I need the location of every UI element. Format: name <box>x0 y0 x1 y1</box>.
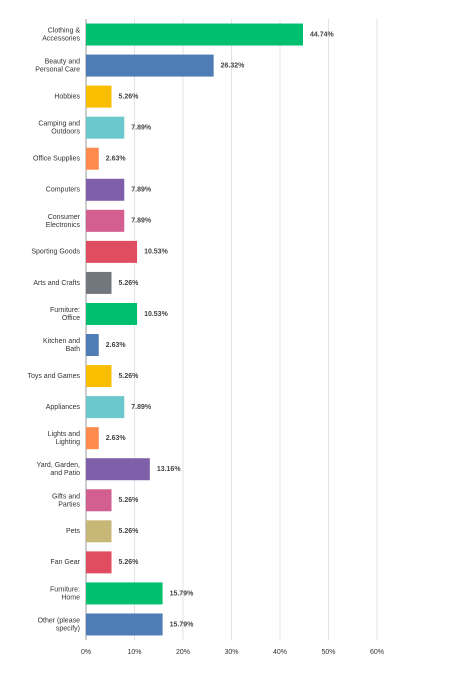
category-label: Lights and Lighting <box>48 431 80 446</box>
value-label: 15.79% <box>170 621 195 628</box>
bar <box>86 489 112 512</box>
value-label: 5.26% <box>119 559 140 566</box>
value-label: 5.26% <box>119 528 140 535</box>
category-label: Gifts and Parties <box>52 493 81 508</box>
bar <box>86 582 163 605</box>
value-label: 44.74% <box>310 31 335 38</box>
category-label: Furniture: Office <box>50 307 80 322</box>
value-label: 10.53% <box>144 249 169 256</box>
value-label: 7.89% <box>131 187 152 194</box>
value-label: 10.53% <box>144 311 169 318</box>
value-label: 7.89% <box>131 218 152 225</box>
x-tick-label: 60% <box>370 649 384 656</box>
category-label: Arts and Crafts <box>33 280 80 287</box>
category-label: Office Supplies <box>33 156 80 163</box>
category-label: Camping and Outdoors <box>38 121 80 136</box>
bar <box>86 209 125 232</box>
bar <box>86 240 138 263</box>
value-label: 2.63% <box>106 156 127 163</box>
bar <box>86 551 112 574</box>
value-label: 7.89% <box>131 404 152 411</box>
category-label: Hobbies <box>54 93 80 100</box>
bar <box>86 520 112 543</box>
bar <box>86 85 112 108</box>
category-label: Kitchen and Bath <box>43 338 80 353</box>
category-label: Appliances <box>46 404 81 411</box>
category-label: Computers <box>46 187 81 194</box>
bar <box>86 365 112 388</box>
x-tick-label: 40% <box>273 649 287 656</box>
bar <box>86 116 125 139</box>
bar <box>86 396 125 419</box>
category-label: Furniture: Home <box>50 586 80 601</box>
category-label: Fan Gear <box>50 559 80 566</box>
value-label: 5.26% <box>119 280 140 287</box>
bar <box>86 178 125 201</box>
bar <box>86 302 138 325</box>
category-label: Clothing & Accessories <box>42 27 80 42</box>
value-label: 5.26% <box>119 93 140 100</box>
value-label: 26.32% <box>221 62 246 69</box>
value-label: 2.63% <box>106 342 127 349</box>
category-label: Toys and Games <box>27 373 80 380</box>
category-label: Consumer Electronics <box>46 214 81 229</box>
value-label: 5.26% <box>119 373 140 380</box>
bar <box>86 427 99 450</box>
category-label: Beauty and Personal Care <box>35 58 80 73</box>
value-label: 13.16% <box>157 466 182 473</box>
category-label: Other (please specify) <box>38 617 81 632</box>
value-label: 2.63% <box>106 435 127 442</box>
bar <box>86 334 99 357</box>
bar <box>86 147 99 170</box>
x-tick-label: 30% <box>224 649 238 656</box>
x-tick-label: 10% <box>127 649 141 656</box>
bar <box>86 271 112 294</box>
bar <box>86 458 150 481</box>
bar <box>86 54 214 77</box>
x-tick-label: 50% <box>321 649 335 656</box>
bar <box>86 23 303 46</box>
x-tick-label: 20% <box>176 649 190 656</box>
value-label: 15.79% <box>170 590 195 597</box>
category-label: Yard, Garden, and Patio <box>37 462 81 477</box>
bar <box>86 613 163 636</box>
value-label: 7.89% <box>131 125 152 132</box>
x-tick-label: 0% <box>81 649 91 656</box>
category-label: Pets <box>66 528 81 535</box>
value-label: 5.26% <box>119 497 140 504</box>
category-label: Sporting Goods <box>31 249 80 256</box>
